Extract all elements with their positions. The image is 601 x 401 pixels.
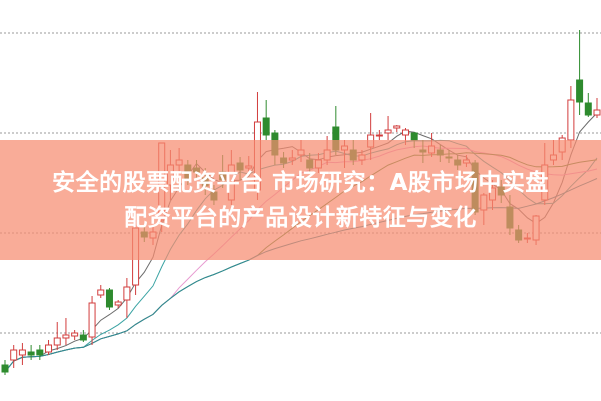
candle-body	[567, 99, 575, 141]
candle-body	[401, 129, 409, 136]
candle-body	[105, 289, 113, 308]
candle-body	[18, 349, 26, 356]
candle-body	[114, 301, 122, 306]
candle-body	[71, 332, 79, 337]
candle-body	[584, 102, 592, 116]
candle-body	[576, 79, 584, 103]
candle-body	[45, 344, 53, 353]
candle-body	[410, 132, 418, 141]
candle-body	[384, 129, 392, 134]
candle-body	[53, 337, 61, 346]
candle-body	[593, 109, 601, 116]
candle-body	[1, 364, 9, 373]
candle-body	[62, 334, 70, 339]
candle-body	[88, 302, 96, 338]
candle-body	[10, 349, 18, 361]
headline-line-1: 安全的股票配资平台 市场研究：A股市场中实盘	[52, 170, 549, 196]
headline-line-2: 配资平台的产品设计新特征与变化	[124, 205, 477, 231]
candle-body	[36, 349, 44, 356]
title-banner	[0, 140, 601, 260]
candle-body	[79, 334, 87, 341]
candle-body	[262, 117, 270, 136]
candle-body	[393, 125, 401, 129]
candle-body	[123, 286, 131, 301]
candle-body	[97, 289, 105, 296]
candle-body	[375, 134, 383, 137]
candle-body	[27, 351, 35, 356]
